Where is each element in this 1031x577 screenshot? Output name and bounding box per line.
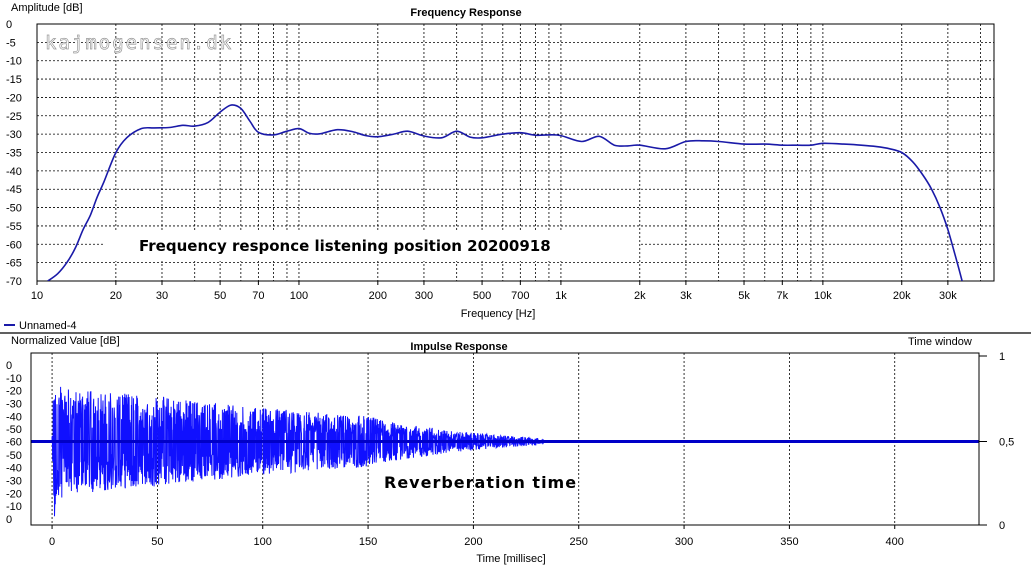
fr-y-tick-label: -60 xyxy=(6,239,22,251)
fr-y-tick-label: -50 xyxy=(6,203,22,215)
fr-y-tick-label: -45 xyxy=(6,184,22,196)
fr-y-tick-label: -65 xyxy=(6,258,22,270)
ir-y2-tick-label: 0 xyxy=(999,520,1005,532)
fr-x-tick-label: 2k xyxy=(634,290,646,302)
fr-x-tick-label: 700 xyxy=(511,290,529,302)
ir-y-tick-label: -30 xyxy=(6,399,22,411)
ir-annotation-text: Reverberation time xyxy=(384,473,577,492)
ir-waveform xyxy=(50,386,548,517)
fr-chart-title: Frequency Response xyxy=(410,7,521,19)
ir-x-tick-label: 350 xyxy=(780,536,798,548)
fr-y-tick-label: -20 xyxy=(6,92,22,104)
fr-y-tick-label: -15 xyxy=(6,74,22,86)
ir-x-tick-label: 50 xyxy=(151,536,163,548)
fr-x-tick-labels: 10 20 30 50 70 100 200 300 500 700 1k 2k 3k 5k 7k 10k 20… xyxy=(31,281,957,302)
fr-x-tick-label: 30k xyxy=(939,290,957,302)
ir-chart-title: Impulse Response xyxy=(410,341,507,353)
ir-x-tick-label: 300 xyxy=(675,536,693,548)
fr-x-tick-label: 30 xyxy=(156,290,168,302)
fr-x-tick-label: 500 xyxy=(473,290,491,302)
fr-x-tick-label: 10k xyxy=(814,290,832,302)
fr-x-tick-label: 70 xyxy=(252,290,264,302)
fr-y-tick-label: -30 xyxy=(6,129,22,141)
impulse-response-chart: Normalized Value [dB] Impulse Response T… xyxy=(6,335,1014,565)
legend-label-unnamed-4: Unnamed-4 xyxy=(19,320,76,332)
fr-x-tick-label: 7k xyxy=(776,290,788,302)
fr-x-tick-label: 20 xyxy=(110,290,122,302)
ir-x-tick-label: 400 xyxy=(886,536,904,548)
ir-y-tick-label: 0 xyxy=(6,360,12,372)
fr-x-tick-label: 200 xyxy=(369,290,387,302)
ir-y-axis-label: Normalized Value [dB] xyxy=(11,335,120,347)
fr-y-tick-label: -10 xyxy=(6,56,22,68)
fr-y-tick-label: -55 xyxy=(6,221,22,233)
fr-plot-frame xyxy=(36,23,995,282)
fr-x-tick-label: 100 xyxy=(290,290,308,302)
fr-y-tick-label: -70 xyxy=(6,276,22,288)
ir-x-tick-labels: 0 50 100 150 200 250 300 350 400 xyxy=(49,525,904,548)
ir-y-tick-label: 0 xyxy=(6,514,12,526)
ir-plot-frame xyxy=(30,352,980,526)
ir-x-tick-label: 200 xyxy=(464,536,482,548)
ir-y-tick-labels: 0-10-20-30-40-50-50-40-30-20-100 xyxy=(6,360,22,526)
ir-y-tick-label: -50 xyxy=(6,450,22,462)
ir-y-tick-label: -40 xyxy=(6,411,22,423)
fr-x-tick-label: 3k xyxy=(680,290,692,302)
fr-x-axis-label: Frequency [Hz] xyxy=(461,308,536,320)
fr-y-tick-labels: 0 -5 -10 -15 -20 -25 -30 -35 -40 -45 -50 -55 -60 -65 -… xyxy=(6,19,22,288)
fr-x-tick-label: 5k xyxy=(738,290,750,302)
ir-y-tick-label: -50 xyxy=(6,424,22,436)
fr-annotation-box xyxy=(104,231,639,261)
fr-y-tick-label: -25 xyxy=(6,111,22,123)
ir-y-tick-label: -10 xyxy=(6,501,22,513)
ir-y-tick-label: -30 xyxy=(6,476,22,488)
ir-y2-axis-label: Time window xyxy=(908,336,972,348)
ir-x-tick-label: 250 xyxy=(570,536,588,548)
ir-y2-tick-label: 1 xyxy=(999,351,1005,363)
ir-x-axis-label: Time [millisec] xyxy=(476,553,545,565)
fr-y-tick-label: -5 xyxy=(6,37,16,49)
fr-x-tick-label: 10 xyxy=(31,290,43,302)
fr-y-tick-label: -40 xyxy=(6,166,22,178)
ir-x-tick-label: 150 xyxy=(359,536,377,548)
ir-y2-tick-label: 0,5 xyxy=(999,437,1014,449)
ir-y-tick-label: -20 xyxy=(6,386,22,398)
fr-y-axis-label: Amplitude [dB] xyxy=(11,2,83,14)
ir-y-tick-label: -40 xyxy=(6,463,22,475)
fr-x-tick-label: 1k xyxy=(555,290,567,302)
fr-x-tick-label: 50 xyxy=(214,290,226,302)
ir-y-tick-label: -10 xyxy=(6,373,22,385)
fr-x-tick-label: 20k xyxy=(893,290,911,302)
fr-x-tick-label: 300 xyxy=(415,290,433,302)
fr-gridlines xyxy=(37,24,994,281)
fr-annotation-text: Frequency responce listening position 20… xyxy=(139,237,551,255)
ir-y2-tick-labels: 10,50 xyxy=(979,351,1014,532)
fr-series-line-unnamed-4 xyxy=(47,104,963,281)
ir-y-tick-label: -20 xyxy=(6,488,22,500)
fr-y-tick-label: -35 xyxy=(6,148,22,160)
ir-x-tick-label: 100 xyxy=(254,536,272,548)
ir-x-tick-label: 0 xyxy=(49,536,55,548)
frequency-response-chart: Amplitude [dB] Frequency Response 0 -5 -10… xyxy=(4,2,995,332)
ir-baseline-label: -60 xyxy=(6,437,22,449)
fr-y-tick-label: 0 xyxy=(6,19,12,31)
watermark-text: kajmogensen.dk xyxy=(45,32,233,54)
